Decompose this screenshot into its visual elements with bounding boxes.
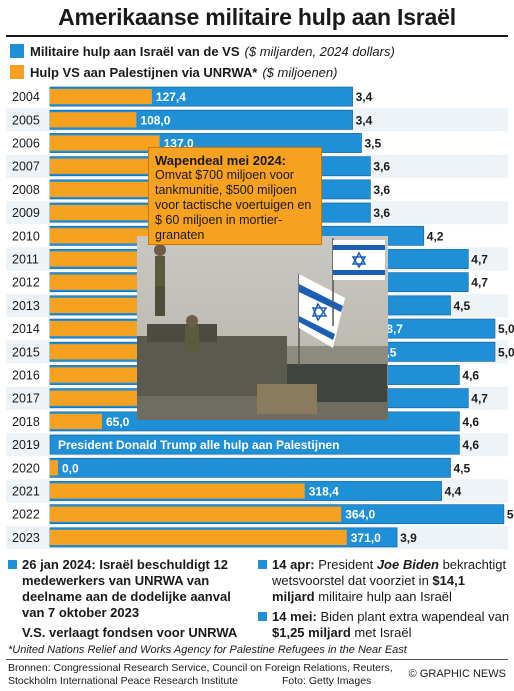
callout-title: Wapendeal mei 2024: (155, 153, 287, 168)
military-value-label: 5,0 (498, 345, 514, 359)
military-value-label: 4,5 (454, 299, 471, 313)
note-biden-may: 14 mei: Biden plant extra wapendeal van … (258, 609, 510, 641)
note-r2-amount: $1,25 miljard (272, 625, 351, 640)
legend-military: Militaire hulp aan Israël van de VS ($ m… (10, 41, 395, 61)
year-label: 2008 (12, 183, 40, 197)
note-r1-b: bekrachtigt wetsvoorstel dat voorziet in (272, 557, 507, 588)
note-left-followup: V.S. verlaagt fondsen voor UNRWA (22, 625, 238, 640)
title-divider (6, 35, 508, 37)
note-r2-a: Biden plant extra wapendeal van (320, 609, 510, 624)
year-label: 2016 (12, 369, 40, 383)
row-2019-note: President Donald Trump alle hulp aan Pal… (58, 438, 339, 452)
military-value-label: 4,2 (427, 229, 444, 243)
legend-unrwa: Hulp VS aan Palestijnen via UNRWA* ($ mi… (10, 62, 337, 82)
year-label: 2012 (12, 276, 40, 290)
year-label: 2018 (12, 415, 40, 429)
year-label: 2013 (12, 299, 40, 313)
sources-line-1: Bronnen: Congressional Research Service,… (8, 662, 393, 674)
military-value-label: 3,6 (373, 160, 390, 174)
year-label: 2004 (12, 90, 40, 104)
year-label: 2010 (12, 229, 40, 243)
unrwa-bar (50, 483, 305, 499)
callout-text: Omvat $700 miljoen voor tankmunitie, $50… (155, 168, 312, 242)
military-bar (49, 434, 460, 455)
note-r2-date: 14 mei: (272, 609, 317, 624)
footnote: *United Nations Relief and Works Agency … (8, 644, 407, 656)
unrwa-value-label: 371,0 (351, 531, 381, 545)
note-bullet (8, 560, 17, 569)
year-label: 2019 (12, 438, 40, 452)
military-value-label: 3,6 (373, 183, 390, 197)
unrwa-bar (50, 413, 102, 429)
unrwa-bar (50, 460, 58, 476)
year-label: 2022 (12, 508, 40, 522)
note-unrwa-accusation: 26 jan 2024: Israël beschuldigt 12 medew… (8, 557, 254, 641)
unrwa-bar (50, 89, 152, 105)
note-r1-c: militaire hulp aan Israël (318, 589, 452, 604)
sources-line-2: Stockholm International Peace Research I… (8, 675, 238, 687)
sources: Bronnen: Congressional Research Service,… (8, 662, 393, 688)
military-value-label: 4,7 (471, 253, 488, 267)
legend-unit-unrwa: ($ miljoenen) (262, 64, 338, 80)
page-title: Amerikaanse militaire hulp aan Israël (58, 4, 456, 30)
note-bullet (258, 612, 267, 621)
footer-divider (6, 659, 508, 660)
legend-swatch-military (10, 44, 24, 58)
note-left-text: Israël beschuldigt 12 medewerkers van UN… (22, 557, 231, 620)
note-bullet (258, 560, 267, 569)
military-value-label: 4,6 (462, 415, 479, 429)
unrwa-value-label: 0,0 (62, 461, 79, 475)
military-value-label: 4,5 (454, 461, 471, 475)
year-label: 2023 (12, 531, 40, 545)
legend-label-military: Militaire hulp aan Israël van de VS (30, 43, 240, 59)
note-r1-date: 14 apr: (272, 557, 315, 572)
year-label: 2014 (12, 322, 40, 336)
military-value-label: 4,7 (471, 276, 488, 290)
year-label: 2005 (12, 113, 40, 127)
unrwa-value-label: 364,0 (345, 508, 375, 522)
military-value-label: 4,6 (462, 438, 479, 452)
year-label: 2011 (12, 253, 39, 267)
year-label: 2007 (12, 160, 40, 174)
photo-credit: Foto: Getty Images (282, 675, 372, 687)
military-value-label: 4,4 (445, 485, 462, 499)
military-value-label: 3,4 (356, 90, 373, 104)
year-label: 2009 (12, 206, 40, 220)
year-label: 2020 (12, 461, 40, 475)
unrwa-bar (50, 506, 342, 522)
note-r1-name: Joe Biden (376, 557, 439, 572)
year-label: 2015 (12, 345, 40, 359)
note-r1-a: President (318, 557, 374, 572)
legend-unit-military: ($ miljarden, 2024 dollars) (244, 43, 395, 59)
unrwa-bar (50, 529, 347, 545)
note-left-date: 26 jan 2024: (22, 557, 96, 572)
unrwa-value-label: 127,4 (156, 90, 186, 104)
note-r2-b: met Israël (354, 625, 412, 640)
note-r1-amount: $14,1 miljard (272, 573, 465, 604)
military-value-label: 4,7 (471, 392, 488, 406)
brand-credit: © GRAPHIC NEWS (408, 668, 506, 680)
unrwa-value-label: 65,0 (106, 415, 130, 429)
legend-swatch-unrwa (10, 65, 24, 79)
military-value-label: 5,0 (498, 322, 514, 336)
unrwa-value-label: 318,4 (309, 485, 339, 499)
note-biden-april: 14 apr: President Joe Biden bekrachtigt … (258, 557, 510, 605)
military-value-label: 3,9 (400, 531, 417, 545)
military-value-label: 5,1 (507, 508, 514, 522)
unrwa-value-label: 108,0 (140, 113, 170, 127)
unrwa-bar (50, 135, 160, 151)
tank-soldiers-photo (137, 236, 388, 420)
arms-deal-callout: Wapendeal mei 2024: Omvat $700 miljoen v… (148, 147, 322, 245)
unrwa-bar (50, 158, 174, 174)
legend-label-unrwa: Hulp VS aan Palestijnen via UNRWA* (30, 64, 258, 80)
military-value-label: 4,6 (462, 369, 479, 383)
military-value-label: 3,4 (356, 113, 373, 127)
military-value-label: 3,5 (365, 137, 382, 151)
year-label: 2017 (12, 392, 40, 406)
military-value-label: 3,6 (373, 206, 390, 220)
year-label: 2021 (12, 485, 40, 499)
year-label: 2006 (12, 137, 40, 151)
military-bar (49, 457, 451, 478)
unrwa-bar (50, 112, 137, 128)
